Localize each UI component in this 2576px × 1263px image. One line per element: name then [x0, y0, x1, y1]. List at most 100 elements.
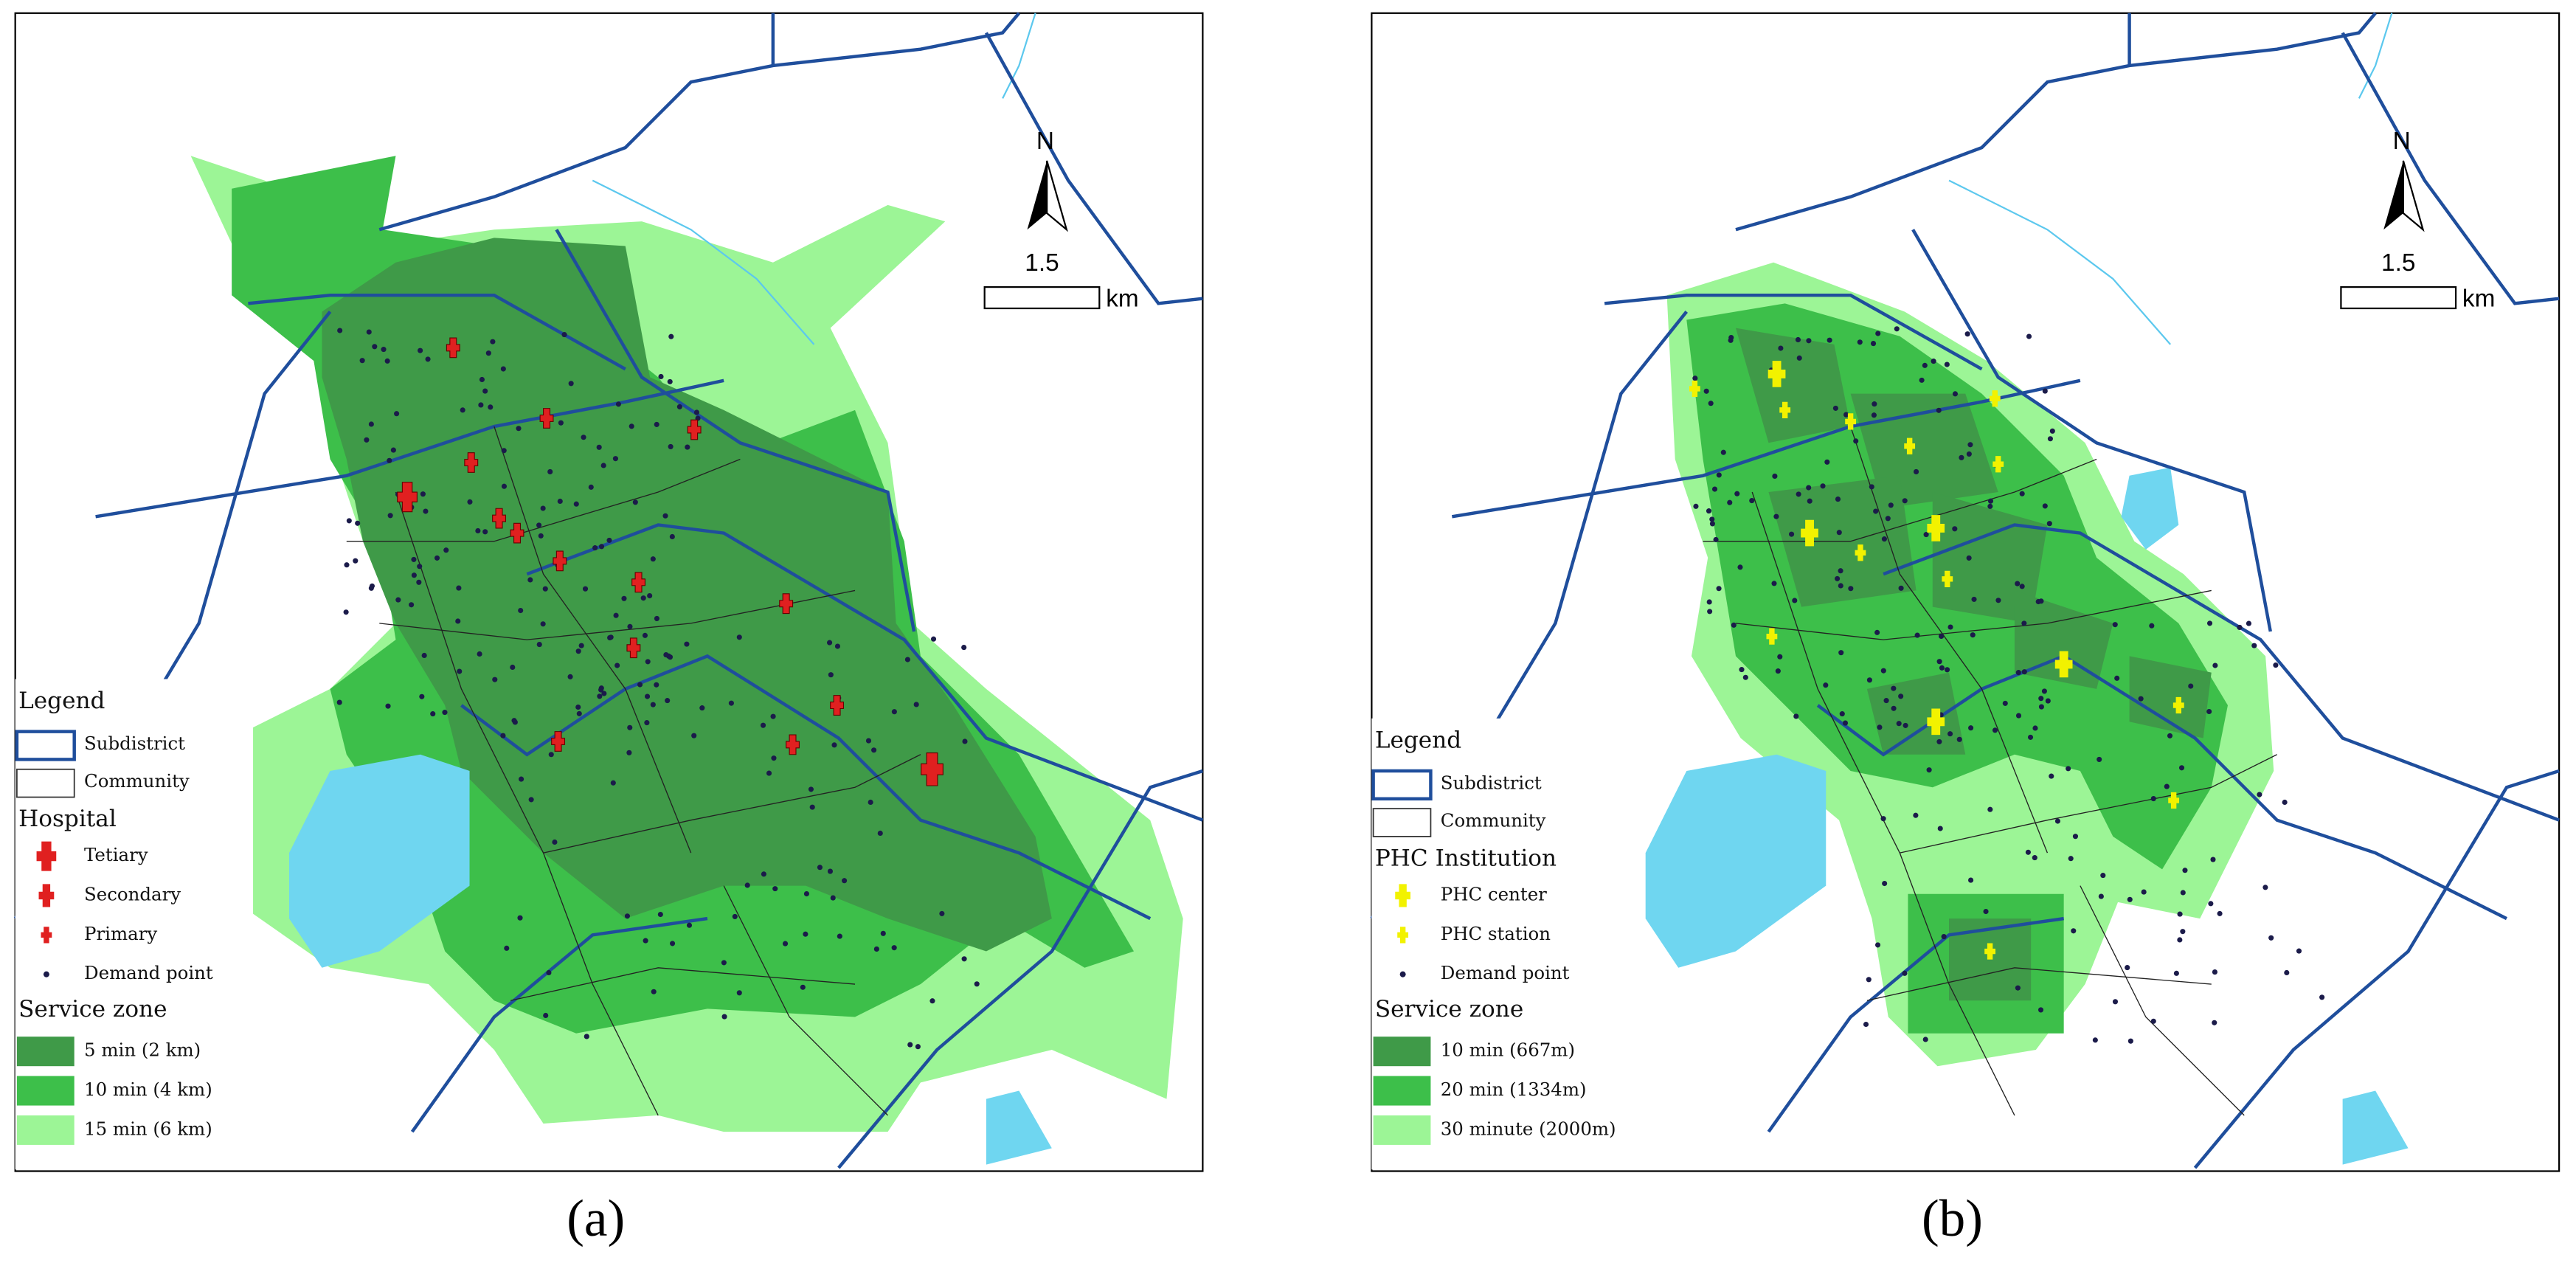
demand-point: [771, 755, 777, 761]
demand-point: [457, 668, 463, 674]
legend-label: 10 min (667m): [1441, 1039, 1575, 1061]
demand-point: [606, 537, 612, 543]
demand-point: [2092, 1037, 2098, 1043]
demand-point: [974, 981, 980, 987]
demand-point: [642, 632, 648, 638]
hospital-primary: [464, 452, 479, 473]
demand-point: [2041, 688, 2047, 694]
demand-point: [2167, 733, 2173, 738]
demand-point: [2210, 857, 2216, 862]
demand-point: [1968, 725, 1974, 731]
panel-caption: (b): [1922, 1190, 1983, 1248]
demand-point: [575, 704, 581, 710]
demand-point: [1956, 736, 1962, 742]
hospital-primary: [830, 695, 845, 716]
demand-point: [1894, 326, 1900, 332]
demand-point: [2173, 970, 2179, 976]
demand-point: [2127, 896, 2133, 902]
legend-swatch: [16, 1076, 75, 1106]
demand-point: [1936, 407, 1942, 413]
demand-point: [644, 720, 650, 726]
demand-point: [512, 719, 518, 725]
subdistrict-boundary: [1604, 293, 1983, 371]
subdistrict-boundary: [1883, 523, 2560, 822]
demand-point: [597, 693, 603, 699]
demand-point: [1898, 693, 1904, 699]
demand-point: [2068, 856, 2074, 862]
demand-point: [663, 652, 669, 658]
demand-point: [961, 645, 967, 651]
community-boundary: [494, 426, 692, 854]
demand-point: [1806, 338, 1812, 344]
north-label: N: [1036, 128, 1054, 155]
subdistrict-boundary: [984, 32, 1203, 305]
demand-point: [1796, 491, 1801, 497]
subdistrict-boundary: [837, 769, 1204, 1169]
demand-point: [467, 499, 473, 505]
demand-point: [1880, 668, 1886, 674]
demand-point: [614, 662, 620, 668]
demand-point: [873, 946, 879, 952]
demand-point: [834, 643, 841, 649]
demand-point: [637, 682, 643, 688]
demand-point: [1727, 499, 1733, 505]
demand-point: [596, 444, 602, 450]
demand-point: [355, 520, 361, 526]
demand-point: [1863, 1021, 1869, 1028]
demand-point: [962, 738, 968, 744]
demand-point: [385, 703, 391, 709]
demand-point: [1839, 711, 1845, 717]
demand-point: [2251, 643, 2257, 648]
demand-point: [685, 444, 690, 450]
demand-point: [1693, 503, 1699, 509]
demand-point: [1919, 377, 1925, 383]
demand-point: [1881, 536, 1887, 542]
community-boundary: [1735, 589, 2212, 640]
demand-point: [527, 577, 533, 583]
community-boundary: [379, 589, 856, 640]
demand-point: [381, 347, 387, 353]
legend-label: 15 min (6 km): [84, 1118, 212, 1139]
phc-center: [1767, 361, 1786, 387]
demand-point: [558, 420, 564, 426]
demand-point: [368, 421, 374, 427]
community-boundary: [1900, 754, 2277, 854]
demand-point: [654, 682, 659, 688]
demand-point: [2049, 428, 2055, 434]
demand-point: [627, 724, 633, 730]
demand-point: [1842, 720, 1849, 726]
demand-point: [1971, 596, 1977, 602]
demand-point: [907, 1042, 913, 1048]
legend-label: Demand point: [1441, 962, 1570, 983]
demand-point: [1966, 451, 1972, 457]
demand-point: [421, 652, 427, 659]
demand-point: [1720, 449, 1726, 455]
legend-swatch: [15, 730, 76, 761]
demand-point: [1848, 586, 1854, 592]
demand-point: [691, 733, 697, 738]
lake: [986, 1090, 1052, 1165]
demand-point: [1692, 376, 1698, 381]
demand-point: [1968, 877, 1974, 883]
demand-point: [2206, 620, 2213, 626]
demand-point: [2037, 1007, 2044, 1013]
demand-point: [2150, 1018, 2156, 1024]
demand-point: [1880, 816, 1886, 822]
demand-point: [647, 592, 653, 599]
map-furniture: N 1.5 km (a): [567, 128, 1138, 1248]
demand-point: [2025, 849, 2031, 855]
demand-point: [830, 895, 836, 901]
legend-label: Community: [1441, 809, 1546, 831]
demand-point: [803, 890, 809, 897]
north-label: N: [2393, 128, 2411, 155]
demand-point: [871, 747, 877, 753]
hospital-primary: [553, 550, 567, 572]
demand-point: [1728, 337, 1734, 343]
hospital-primary: [626, 637, 641, 659]
scale-label: 1.5: [1025, 249, 1059, 277]
demand-point: [1941, 933, 1947, 940]
demand-point: [1836, 530, 1842, 536]
demand-point: [455, 618, 461, 624]
demand-point: [1902, 498, 1908, 504]
demand-point: [1914, 632, 1920, 638]
